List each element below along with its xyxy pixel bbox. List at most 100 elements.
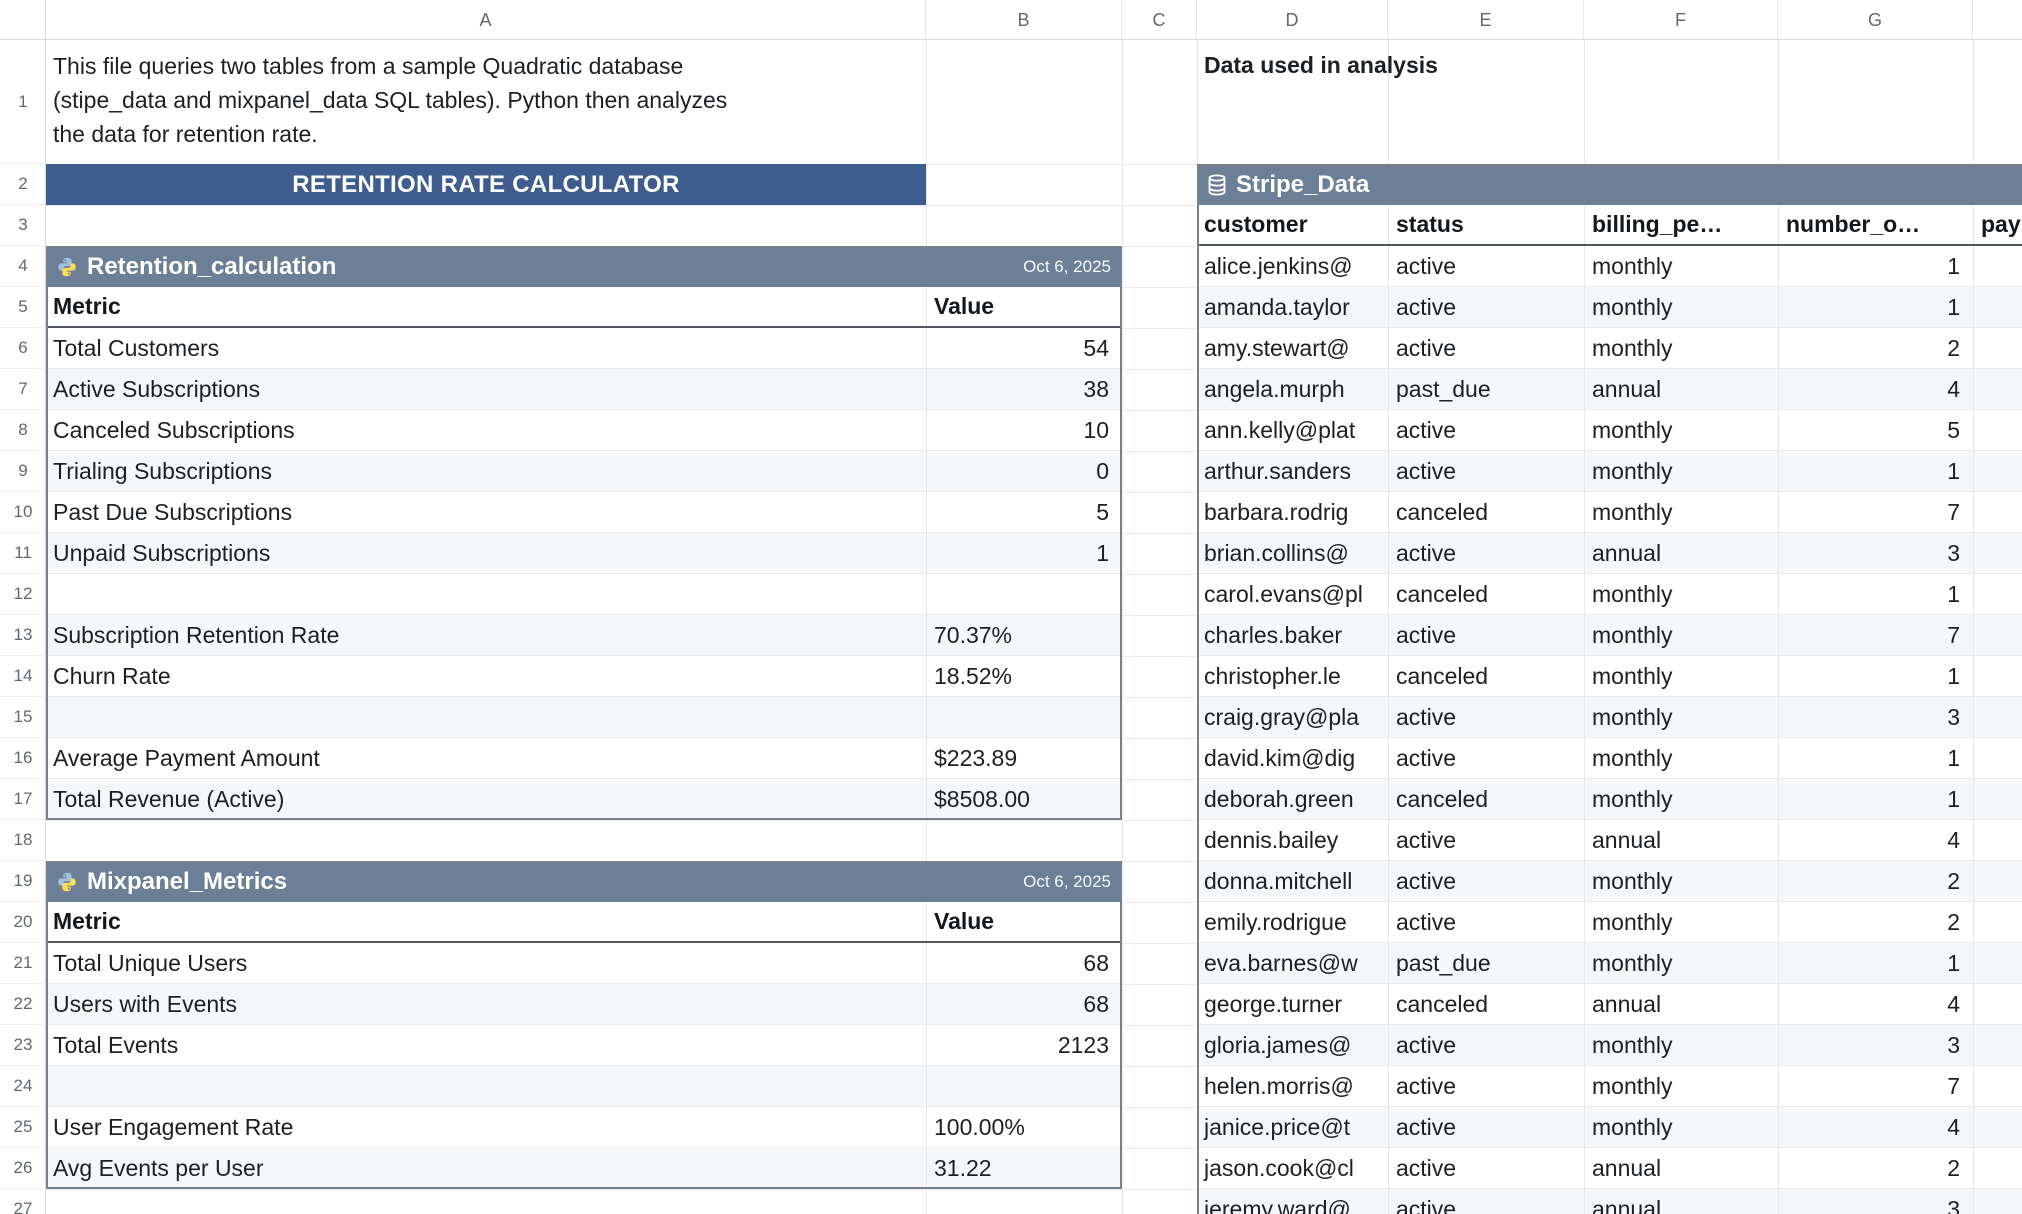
- cell[interactable]: Active Subscriptions: [46, 369, 926, 410]
- cell[interactable]: 54: [926, 328, 1122, 369]
- row-header-18[interactable]: 18: [0, 820, 45, 861]
- cell[interactable]: annual: [1584, 369, 1778, 410]
- cell[interactable]: amy.stewart@: [1197, 328, 1388, 369]
- cell[interactable]: 7: [1778, 1066, 1973, 1107]
- cell[interactable]: active: [1388, 861, 1584, 902]
- cell-a1-note[interactable]: This file queries two tables from a samp…: [46, 40, 926, 164]
- cell[interactable]: active: [1388, 1066, 1584, 1107]
- cell[interactable]: Canceled Subscriptions: [46, 410, 926, 451]
- cell[interactable]: 1: [1778, 287, 1973, 328]
- row-header-2[interactable]: 2: [0, 164, 45, 205]
- cell[interactable]: arthur.sanders: [1197, 451, 1388, 492]
- cell[interactable]: active: [1388, 1189, 1584, 1214]
- cell[interactable]: 3: [1778, 1025, 1973, 1066]
- cell[interactable]: deborah.green: [1197, 779, 1388, 820]
- cell[interactable]: 1: [1778, 246, 1973, 287]
- cell[interactable]: canceled: [1388, 779, 1584, 820]
- cell[interactable]: [1973, 861, 2022, 902]
- row-header-24[interactable]: 24: [0, 1066, 45, 1107]
- cell[interactable]: active: [1388, 615, 1584, 656]
- cell[interactable]: [1973, 1025, 2022, 1066]
- cell[interactable]: monthly: [1584, 1066, 1778, 1107]
- cell[interactable]: 4: [1778, 984, 1973, 1025]
- cell[interactable]: ann.kelly@plat: [1197, 410, 1388, 451]
- retention-col-header[interactable]: Value: [926, 287, 1122, 326]
- cell[interactable]: [1973, 902, 2022, 943]
- stripe-col-header[interactable]: pay…: [1973, 205, 2022, 244]
- cell[interactable]: active: [1388, 697, 1584, 738]
- row-header-11[interactable]: 11: [0, 533, 45, 574]
- cell[interactable]: canceled: [1388, 492, 1584, 533]
- cell[interactable]: active: [1388, 902, 1584, 943]
- cell[interactable]: 1: [926, 533, 1122, 574]
- row-header-4[interactable]: 4: [0, 246, 45, 287]
- stripe-col-header[interactable]: customer: [1204, 211, 1308, 237]
- cell[interactable]: canceled: [1388, 656, 1584, 697]
- cell[interactable]: active: [1388, 1148, 1584, 1189]
- cell[interactable]: active: [1388, 410, 1584, 451]
- column-header-a[interactable]: A: [46, 0, 926, 39]
- cell[interactable]: angela.murph: [1197, 369, 1388, 410]
- stripe-col-header[interactable]: status: [1388, 205, 1584, 244]
- column-header-partial[interactable]: [1973, 0, 2022, 39]
- cell[interactable]: 2: [1778, 861, 1973, 902]
- cell[interactable]: monthly: [1584, 779, 1778, 820]
- cell[interactable]: Total Customers: [46, 328, 926, 369]
- cell[interactable]: jeremy.ward@: [1197, 1189, 1388, 1214]
- cell[interactable]: 4: [1778, 369, 1973, 410]
- cell[interactable]: george.turner: [1197, 984, 1388, 1025]
- cell[interactable]: active: [1388, 451, 1584, 492]
- cell[interactable]: 100.00%: [926, 1107, 1122, 1148]
- cell[interactable]: Past Due Subscriptions: [46, 492, 926, 533]
- row-header-15[interactable]: 15: [0, 697, 45, 738]
- stripe-table-header-bar[interactable]: Stripe_Data: [1197, 164, 2022, 205]
- cell[interactable]: [46, 574, 926, 615]
- row-header-10[interactable]: 10: [0, 492, 45, 533]
- row-header-16[interactable]: 16: [0, 738, 45, 779]
- cell[interactable]: monthly: [1584, 246, 1778, 287]
- row-header-23[interactable]: 23: [0, 1025, 45, 1066]
- cell[interactable]: monthly: [1584, 1025, 1778, 1066]
- cell[interactable]: [1973, 1066, 2022, 1107]
- cell[interactable]: gloria.james@: [1197, 1025, 1388, 1066]
- cell[interactable]: 4: [1778, 1107, 1973, 1148]
- cell[interactable]: [1973, 697, 2022, 738]
- cell[interactable]: janice.price@t: [1197, 1107, 1388, 1148]
- cell[interactable]: Average Payment Amount: [46, 738, 926, 779]
- cell[interactable]: monthly: [1584, 861, 1778, 902]
- cell[interactable]: 5: [1778, 410, 1973, 451]
- cell[interactable]: 70.37%: [926, 615, 1122, 656]
- row-header-17[interactable]: 17: [0, 779, 45, 820]
- cell[interactable]: annual: [1584, 820, 1778, 861]
- cell[interactable]: annual: [1584, 533, 1778, 574]
- row-header-27[interactable]: 27: [0, 1189, 45, 1214]
- cell[interactable]: 0: [926, 451, 1122, 492]
- cell[interactable]: 2: [1778, 1148, 1973, 1189]
- cell-d1-data-used-label[interactable]: Data used in analysis: [1204, 52, 1438, 78]
- column-header-f[interactable]: F: [1584, 0, 1778, 39]
- cell[interactable]: active: [1388, 246, 1584, 287]
- mixpanel-col-header[interactable]: Value: [926, 902, 1122, 941]
- cell[interactable]: Unpaid Subscriptions: [46, 533, 926, 574]
- column-header-c[interactable]: C: [1122, 0, 1197, 39]
- cell[interactable]: annual: [1584, 984, 1778, 1025]
- retention-rate-banner[interactable]: RETENTION RATE CALCULATOR: [46, 164, 926, 205]
- cell[interactable]: 1: [1778, 943, 1973, 984]
- column-header-g[interactable]: G: [1778, 0, 1973, 39]
- cell[interactable]: [1973, 369, 2022, 410]
- cell[interactable]: 3: [1778, 533, 1973, 574]
- stripe-col-header[interactable]: billing_pe…: [1584, 205, 1778, 244]
- row-header-12[interactable]: 12: [0, 574, 45, 615]
- stripe-col-header[interactable]: number_o…: [1778, 205, 1973, 244]
- cell[interactable]: brian.collins@: [1197, 533, 1388, 574]
- cell[interactable]: monthly: [1584, 574, 1778, 615]
- cell[interactable]: past_due: [1388, 369, 1584, 410]
- cell[interactable]: [1973, 574, 2022, 615]
- cell[interactable]: 18.52%: [926, 656, 1122, 697]
- cell[interactable]: [1973, 492, 2022, 533]
- cell[interactable]: active: [1388, 820, 1584, 861]
- cell[interactable]: [1973, 779, 2022, 820]
- cell[interactable]: [1973, 656, 2022, 697]
- cell[interactable]: [46, 1066, 926, 1107]
- cell[interactable]: [1973, 943, 2022, 984]
